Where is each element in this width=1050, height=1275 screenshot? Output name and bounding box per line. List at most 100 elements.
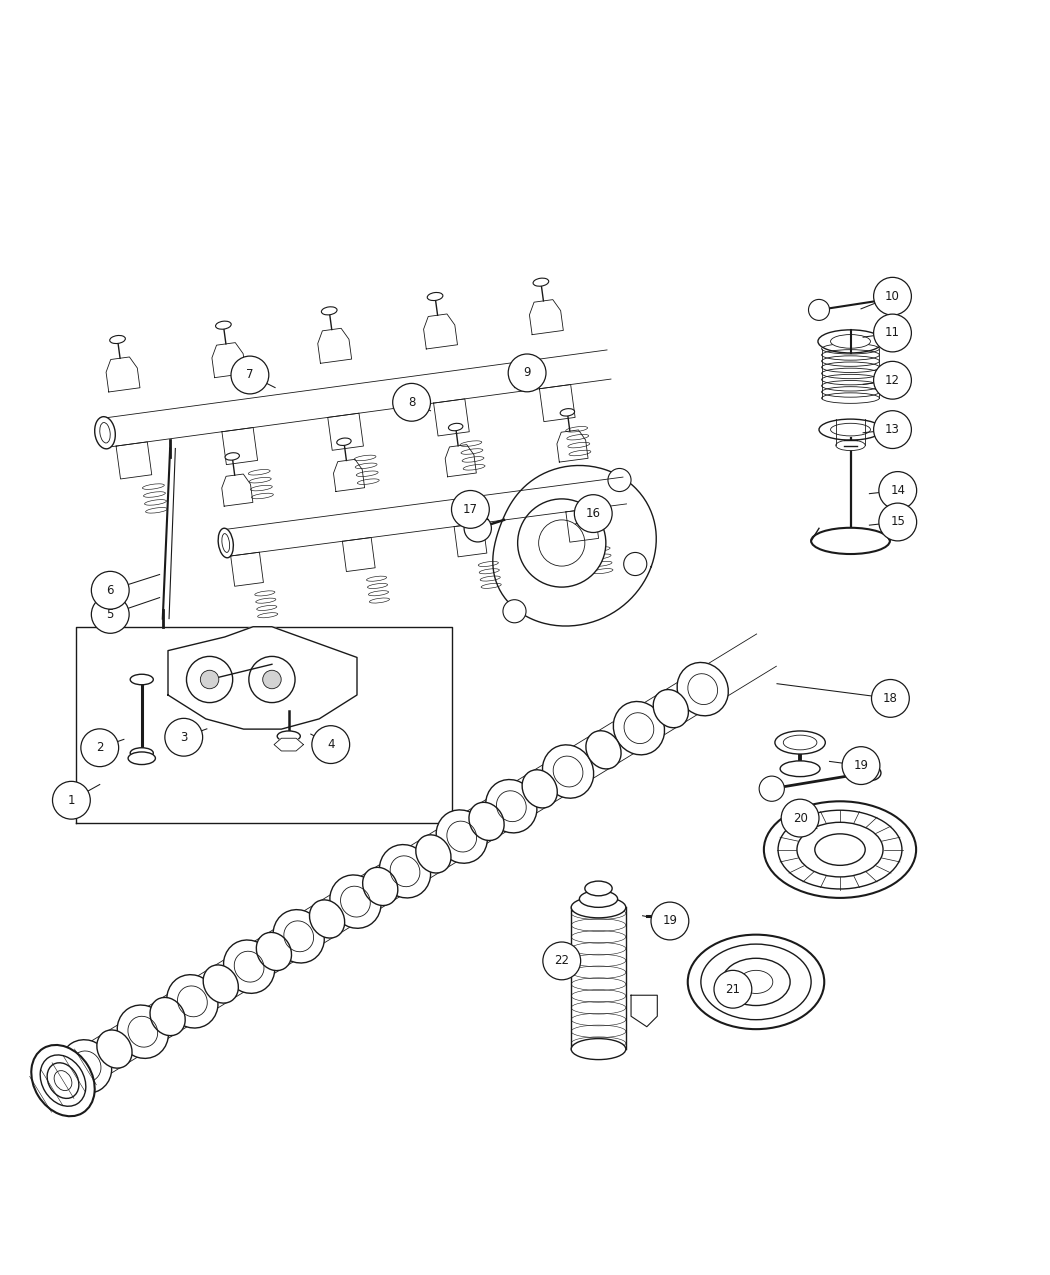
- Ellipse shape: [128, 752, 155, 765]
- Circle shape: [874, 278, 911, 315]
- Text: 1: 1: [67, 794, 76, 807]
- Ellipse shape: [379, 844, 430, 898]
- Ellipse shape: [224, 940, 275, 993]
- Ellipse shape: [436, 810, 487, 863]
- Ellipse shape: [722, 959, 790, 1006]
- Ellipse shape: [277, 731, 300, 742]
- Ellipse shape: [109, 335, 125, 343]
- Text: 6: 6: [106, 584, 114, 597]
- Text: 8: 8: [407, 395, 416, 409]
- Ellipse shape: [40, 1054, 86, 1107]
- Text: 5: 5: [106, 608, 114, 621]
- Ellipse shape: [256, 932, 292, 970]
- Circle shape: [574, 495, 612, 533]
- Ellipse shape: [818, 330, 883, 353]
- Ellipse shape: [778, 810, 902, 889]
- Circle shape: [464, 515, 491, 542]
- Circle shape: [249, 657, 295, 703]
- Circle shape: [91, 571, 129, 609]
- Ellipse shape: [571, 896, 626, 918]
- Text: 11: 11: [885, 326, 900, 339]
- Circle shape: [842, 747, 880, 784]
- Ellipse shape: [150, 997, 185, 1035]
- Ellipse shape: [677, 663, 729, 715]
- Ellipse shape: [739, 970, 773, 993]
- Circle shape: [872, 680, 909, 718]
- Circle shape: [808, 300, 830, 320]
- Ellipse shape: [55, 1071, 71, 1090]
- Ellipse shape: [585, 881, 612, 896]
- Circle shape: [879, 504, 917, 541]
- Text: 7: 7: [246, 368, 254, 381]
- Circle shape: [543, 942, 581, 979]
- Circle shape: [874, 411, 911, 449]
- Ellipse shape: [167, 974, 218, 1028]
- Circle shape: [759, 776, 784, 801]
- Ellipse shape: [118, 1005, 168, 1058]
- Polygon shape: [168, 627, 357, 729]
- Ellipse shape: [330, 875, 381, 928]
- Text: 15: 15: [890, 515, 905, 529]
- Circle shape: [518, 499, 606, 586]
- Bar: [880, 283, 895, 301]
- Ellipse shape: [580, 890, 617, 908]
- Ellipse shape: [561, 408, 574, 416]
- Text: 19: 19: [854, 759, 868, 773]
- Circle shape: [187, 657, 233, 703]
- Ellipse shape: [469, 802, 504, 840]
- Ellipse shape: [337, 439, 351, 445]
- Ellipse shape: [613, 701, 665, 755]
- Text: 2: 2: [96, 741, 104, 755]
- Circle shape: [312, 725, 350, 764]
- Polygon shape: [631, 996, 657, 1026]
- Ellipse shape: [780, 761, 820, 776]
- Ellipse shape: [94, 417, 116, 449]
- Ellipse shape: [486, 779, 537, 833]
- Circle shape: [503, 599, 526, 622]
- Circle shape: [201, 671, 218, 688]
- Ellipse shape: [416, 835, 452, 873]
- Ellipse shape: [819, 419, 882, 440]
- Ellipse shape: [571, 1039, 626, 1060]
- Circle shape: [608, 468, 631, 492]
- Ellipse shape: [522, 770, 558, 808]
- Text: 19: 19: [663, 914, 677, 927]
- Circle shape: [262, 671, 281, 688]
- Text: 3: 3: [180, 731, 188, 743]
- Text: 21: 21: [726, 983, 740, 996]
- Text: 16: 16: [586, 507, 601, 520]
- Ellipse shape: [671, 908, 681, 924]
- Circle shape: [393, 384, 430, 421]
- Ellipse shape: [225, 453, 239, 460]
- Ellipse shape: [32, 1046, 94, 1116]
- Circle shape: [879, 472, 917, 510]
- Ellipse shape: [215, 321, 231, 329]
- Text: 10: 10: [885, 289, 900, 302]
- Ellipse shape: [815, 834, 865, 866]
- Text: 13: 13: [885, 423, 900, 436]
- Circle shape: [231, 356, 269, 394]
- Ellipse shape: [688, 935, 824, 1029]
- Ellipse shape: [858, 765, 881, 780]
- Ellipse shape: [653, 690, 689, 728]
- Polygon shape: [492, 465, 656, 626]
- Ellipse shape: [783, 736, 817, 750]
- Text: 22: 22: [554, 955, 569, 968]
- Text: 14: 14: [890, 484, 905, 497]
- Ellipse shape: [836, 440, 865, 450]
- Circle shape: [165, 718, 203, 756]
- Circle shape: [874, 314, 911, 352]
- Ellipse shape: [203, 965, 238, 1003]
- Circle shape: [508, 354, 546, 391]
- Ellipse shape: [61, 1039, 111, 1093]
- Ellipse shape: [543, 745, 593, 798]
- Ellipse shape: [764, 801, 916, 898]
- Ellipse shape: [273, 909, 324, 963]
- Ellipse shape: [310, 900, 344, 938]
- Ellipse shape: [47, 1063, 79, 1099]
- Ellipse shape: [427, 292, 443, 301]
- Ellipse shape: [831, 423, 870, 436]
- Ellipse shape: [797, 822, 883, 877]
- Circle shape: [781, 799, 819, 836]
- Circle shape: [91, 595, 129, 634]
